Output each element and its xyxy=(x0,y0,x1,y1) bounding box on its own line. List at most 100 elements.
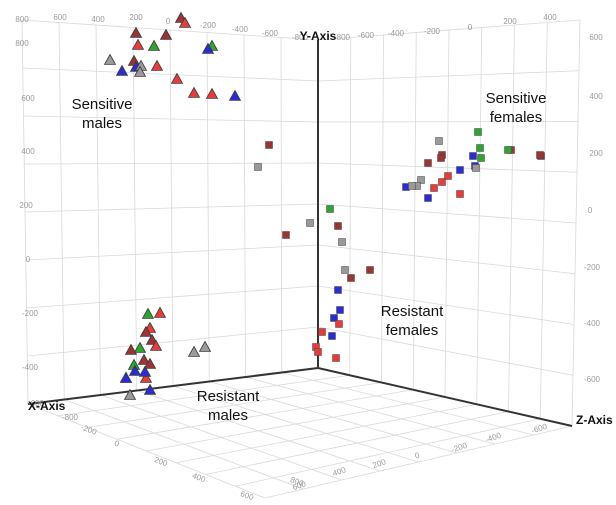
z-axis-tick-label: 600 xyxy=(291,479,307,492)
grid-line xyxy=(100,394,342,481)
cube-marker-gray xyxy=(341,266,349,274)
triangle-marker-darkred xyxy=(143,357,157,369)
triangle-marker-blue xyxy=(138,365,152,377)
top-tick-label: 600 xyxy=(53,13,67,22)
axis-titles: Y-Axis X-Axis Z-Axis xyxy=(28,29,613,427)
triangle-marker-gray xyxy=(187,345,201,357)
cube-marker-darkred xyxy=(265,141,273,149)
triangle-marker-gray xyxy=(103,53,117,65)
x-axis-tick-label: 400 xyxy=(191,471,207,484)
triangle-marker-darkred xyxy=(139,325,153,337)
left-wall-tick-label: 0 xyxy=(26,255,31,264)
axes xyxy=(27,40,573,427)
x-axis-tick-label: 800 xyxy=(289,475,305,488)
triangle-marker-green xyxy=(141,307,155,319)
z-axis-tick-label: 400 xyxy=(331,465,347,478)
top-tick-label: 800 xyxy=(15,15,29,24)
tick-labels: 800 600 400 200 0 -200 -400 -600 -800 -800 -600 -40… xyxy=(15,13,603,502)
right-wall-tick-label: 0 xyxy=(588,206,593,215)
left-wall-tick-label: -800 xyxy=(62,413,79,422)
right-wall-tick-label: -600 xyxy=(584,375,601,384)
z-axis-line xyxy=(317,367,573,427)
top-tick-label: -600 xyxy=(262,29,279,38)
grid-line xyxy=(24,162,319,165)
cube-marker-red xyxy=(456,190,464,198)
cube-marker-gray xyxy=(435,137,443,145)
cube-marker-green xyxy=(326,205,334,213)
triangle-marker-red xyxy=(178,16,192,28)
cube-marker-blue xyxy=(469,152,477,160)
cube-marker-blue xyxy=(330,314,338,322)
triangle-marker-gray xyxy=(123,388,137,400)
triangle-marker-green xyxy=(147,39,161,51)
grid-line xyxy=(21,19,319,41)
right-wall-tick-label: 600 xyxy=(589,33,603,42)
z-axis-title: Z-Axis xyxy=(576,413,613,427)
triangle-marker-blue xyxy=(143,383,157,395)
cube-marker-blue xyxy=(328,332,336,340)
triangle-marker-darkred xyxy=(129,26,143,38)
grid-line xyxy=(24,203,319,213)
grid-line xyxy=(243,34,246,378)
top-tick-label: 0 xyxy=(468,23,473,32)
top-tick-label: 400 xyxy=(543,13,557,22)
triangle-marker-blue xyxy=(119,371,133,383)
top-tick-label: -200 xyxy=(200,21,217,30)
cube-marker-green xyxy=(504,146,512,154)
right-wall-tick-label: -400 xyxy=(584,319,601,328)
cube-marker-red xyxy=(444,172,452,180)
grid-line xyxy=(280,37,283,373)
group-label: Sensitive females xyxy=(486,90,547,126)
cube-marker-red xyxy=(335,320,343,328)
cube-marker-blue xyxy=(334,286,342,294)
triangle-marker-red xyxy=(205,87,219,99)
cube-marker-red xyxy=(430,184,438,192)
cube-marker-darkred xyxy=(282,231,290,239)
x-axis-tick-label: 0 xyxy=(113,439,121,449)
top-tick-label: -400 xyxy=(388,29,405,38)
triangle-marker-blue xyxy=(201,42,215,54)
cube-marker-gray xyxy=(306,219,314,227)
left-wall-tick-label: -600 xyxy=(28,399,45,408)
left-wall-tick-label: 800 xyxy=(15,39,29,48)
x-axis-tick-label: -200 xyxy=(80,423,99,437)
cube-marker-gray xyxy=(408,182,416,190)
cube-marker-gray xyxy=(254,163,262,171)
cube-marker-gray xyxy=(472,164,480,172)
x-axis-tick-label: 600 xyxy=(239,489,255,502)
cube-marker-green xyxy=(474,128,482,136)
triangle-marker-gray xyxy=(198,340,212,352)
cube-marker-darkred xyxy=(366,266,374,274)
triangle-marker-darkred xyxy=(159,28,173,40)
top-tick-label: -400 xyxy=(232,25,249,34)
top-tick-label: 200 xyxy=(129,13,143,22)
grid-line xyxy=(317,70,580,82)
group-label: Resistant females xyxy=(381,303,444,339)
triangle-marker-red xyxy=(131,38,145,50)
cube-marker-gray xyxy=(338,238,346,246)
triangle-marker-gray xyxy=(133,65,147,77)
top-tick-label: -600 xyxy=(358,31,375,40)
cube-marker-darkred xyxy=(437,154,445,162)
left-wall-tick-label: 200 xyxy=(19,201,33,210)
grid-line xyxy=(508,24,515,412)
z-axis-tick-label: 0 xyxy=(414,450,422,460)
left-wall-tick-label: 400 xyxy=(21,147,35,156)
triangle-marker-darkred xyxy=(127,54,141,66)
grid-line xyxy=(317,203,577,224)
cube-marker-darkred xyxy=(536,151,544,159)
top-tick-label: -800 xyxy=(334,33,351,42)
triangle-marker-red xyxy=(149,339,163,351)
cube-marker-darkred xyxy=(334,222,342,230)
left-wall-tick-label: -400 xyxy=(22,363,39,372)
group-label: Sensitive males xyxy=(72,96,133,132)
grid-line xyxy=(23,115,319,123)
grid-line xyxy=(206,32,210,382)
z-axis-tick-label: 200 xyxy=(371,457,387,470)
grid-line xyxy=(317,162,578,173)
grid-line xyxy=(317,121,579,123)
x-axis-tick-label: 200 xyxy=(153,455,169,468)
cube-marker-red xyxy=(314,348,322,356)
grid-line xyxy=(205,411,509,475)
triangle-marker-blue xyxy=(128,364,142,376)
